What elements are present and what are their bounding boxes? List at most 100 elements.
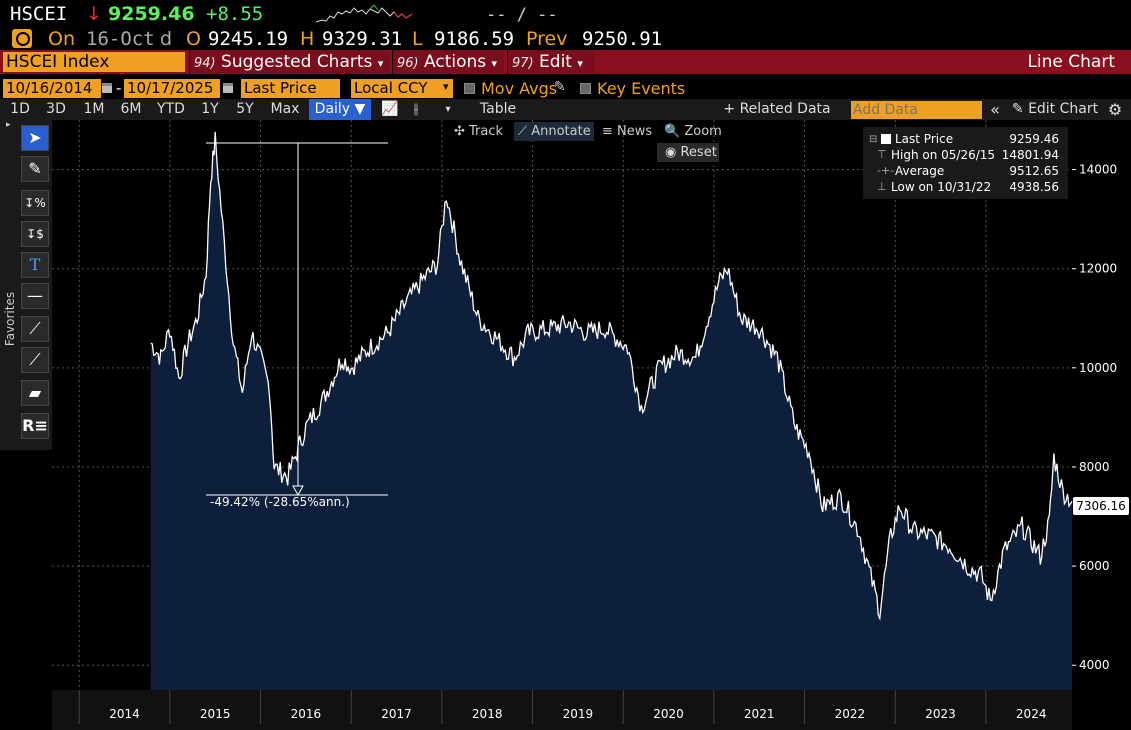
mov-avgs-label: Mov Avgs xyxy=(481,79,558,98)
text-tool-icon[interactable]: T xyxy=(21,252,49,278)
prev-value: 9250.91 xyxy=(582,28,663,50)
actions-label: Actions xyxy=(424,52,487,72)
zoom-button[interactable]: 🔍 Zoom xyxy=(664,124,722,139)
chevron-down-icon[interactable]: ▾ xyxy=(445,104,451,115)
currency-select[interactable]: Local CCY xyxy=(351,79,453,98)
news-label: News xyxy=(617,124,653,139)
zoom-label: Zoom xyxy=(684,124,722,139)
add-data-input[interactable] xyxy=(851,101,982,119)
x-tick-label: 2020 xyxy=(653,707,684,721)
period-label: Daily xyxy=(314,101,351,117)
x-tick-label: 2024 xyxy=(1016,707,1047,721)
news-button[interactable]: ≡ News xyxy=(602,124,653,139)
low-label: L xyxy=(412,28,423,50)
ticker-symbol: HSCEI xyxy=(10,3,68,25)
track-label: Track xyxy=(469,124,504,139)
legend-key: High on 05/26/15 xyxy=(891,148,996,162)
x-tick-label: 2023 xyxy=(925,707,956,721)
security-field[interactable]: HSCEI Index xyxy=(3,52,185,72)
edit-num: 97) xyxy=(512,56,534,71)
chevron-down-icon: ▾ xyxy=(377,57,384,70)
legend-box: ⊟ Last Price 9259.46 ⊤ High on 05/26/15 … xyxy=(863,127,1068,199)
y-tick-label: 6000 xyxy=(1079,559,1110,573)
range-1d[interactable]: 1D xyxy=(10,101,30,117)
calendar-icon[interactable] xyxy=(223,83,233,93)
collapse-legend-icon[interactable]: ⊟ xyxy=(869,134,878,145)
horizontal-line-icon[interactable]: — xyxy=(21,283,49,309)
suggested-charts-button[interactable]: 94) Suggested Charts ▾ xyxy=(189,50,389,74)
legend-value: 9512.65 xyxy=(1009,164,1059,178)
collapse-icon[interactable]: « xyxy=(990,100,1000,119)
related-data-button[interactable]: + Related Data ▾ xyxy=(723,101,831,138)
channel-icon[interactable]: ▰ xyxy=(21,380,49,406)
actions-num: 96) xyxy=(397,56,419,71)
x-tick-label: 2017 xyxy=(381,707,412,721)
ticker-bar: HSCEI ↓ 9259.46 +8.55 -- / -- xyxy=(0,0,1131,28)
trendline-icon[interactable]: ⟋ xyxy=(21,316,49,342)
retracement-icon[interactable]: R≡ xyxy=(21,413,49,439)
x-tick-label: 2018 xyxy=(472,707,503,721)
chart-type-label: Line Chart xyxy=(1027,52,1115,72)
reset-button[interactable]: ◉ Reset xyxy=(657,143,719,162)
edit-button[interactable]: 97) Edit ▾ xyxy=(507,50,595,74)
open-value: 9245.19 xyxy=(208,28,289,50)
range-ytd[interactable]: YTD xyxy=(157,101,185,117)
x-tick-label: 2021 xyxy=(744,707,775,721)
legend-row-last: Last Price 9259.46 xyxy=(867,131,1063,147)
y-tick-label: 12000 xyxy=(1079,262,1117,276)
x-tick-label: 2014 xyxy=(109,707,140,721)
actions-button[interactable]: 96) Actions ▾ xyxy=(392,50,504,74)
range-1y[interactable]: 1Y xyxy=(201,101,219,117)
ray-line-icon[interactable]: ⟋ xyxy=(21,347,49,373)
settings-bar: 10/16/2014 - 10/17/2025 Last Price Local… xyxy=(0,78,1131,100)
high-value: 9329.31 xyxy=(322,28,403,50)
annotate-button[interactable]: ⟋ Annotate xyxy=(514,122,594,141)
line-chart-icon[interactable]: 📈 xyxy=(381,101,399,117)
legend-row-average: -+- Average 9512.65 xyxy=(867,163,1063,179)
mov-avgs-checkbox[interactable] xyxy=(464,83,475,94)
drawdown-annotation[interactable] xyxy=(206,142,388,497)
key-events-checkbox[interactable] xyxy=(580,83,591,94)
period-select[interactable]: Daily ▼ xyxy=(309,99,371,120)
legend-key: Average xyxy=(895,164,945,178)
range-1m[interactable]: 1M xyxy=(83,101,105,117)
pen-tool-icon[interactable]: ✎ xyxy=(21,156,49,182)
y-tick-label: 8000 xyxy=(1079,460,1110,474)
field-select[interactable]: Last Price xyxy=(241,79,340,98)
clock-icon xyxy=(12,29,32,48)
bar-chart-icon[interactable]: ⫲ xyxy=(413,101,419,117)
x-axis: 2014 2015 2016 2017 2018 2019 2020 2021 2022 2023… xyxy=(52,690,1072,730)
reset-label: Reset xyxy=(680,145,717,160)
y-tick-label: 4000 xyxy=(1079,658,1110,672)
pointer-tool-icon[interactable]: ➤ xyxy=(21,125,49,151)
gear-icon[interactable]: ⚙ xyxy=(1107,100,1123,119)
expand-icon[interactable]: ▸ xyxy=(6,120,11,130)
range-5y[interactable]: 5Y xyxy=(236,101,254,117)
quote-freq: d xyxy=(160,28,173,50)
pencil-icon[interactable]: ✎ xyxy=(554,79,566,95)
table-button[interactable]: Table xyxy=(479,101,517,117)
price-line xyxy=(150,131,1073,621)
dollar-tool-icon[interactable]: ↧$ xyxy=(21,221,49,247)
sparkline-icon xyxy=(315,4,413,23)
x-axis-band xyxy=(52,690,1072,730)
edit-label: Edit xyxy=(539,52,572,72)
average-marker-icon: -+- xyxy=(877,164,895,177)
drawing-toolbar: ▸ ➤ ✎ ↧% ↧$ T — ⟋ ⟋ ▰ R≡ Favorites xyxy=(0,120,52,450)
range-6m[interactable]: 6M xyxy=(120,101,142,117)
range-3d[interactable]: 3D xyxy=(46,101,66,117)
suggested-label: Suggested Charts xyxy=(221,52,373,72)
edit-chart-button[interactable]: ✎ Edit Chart xyxy=(1011,101,1099,117)
chart-area[interactable]: 4000 6000 8000 10000 12000 14000 2014 2015 2016… xyxy=(0,120,1131,730)
calendar-icon[interactable] xyxy=(102,83,112,93)
track-button[interactable]: ✣ Track xyxy=(454,124,504,139)
low-marker-icon: ⊥ xyxy=(877,180,887,193)
price-chart[interactable]: 4000 6000 8000 10000 12000 14000 2014 2015 2016… xyxy=(0,120,1131,730)
low-value: 9186.59 xyxy=(434,28,515,50)
favorites-tab[interactable]: Favorites xyxy=(2,276,18,366)
date-separator: - xyxy=(116,79,122,97)
range-max[interactable]: Max xyxy=(270,101,300,117)
end-date-input[interactable]: 10/17/2025 xyxy=(124,79,220,98)
percent-tool-icon[interactable]: ↧% xyxy=(21,190,49,216)
start-date-input[interactable]: 10/16/2014 xyxy=(3,79,101,98)
